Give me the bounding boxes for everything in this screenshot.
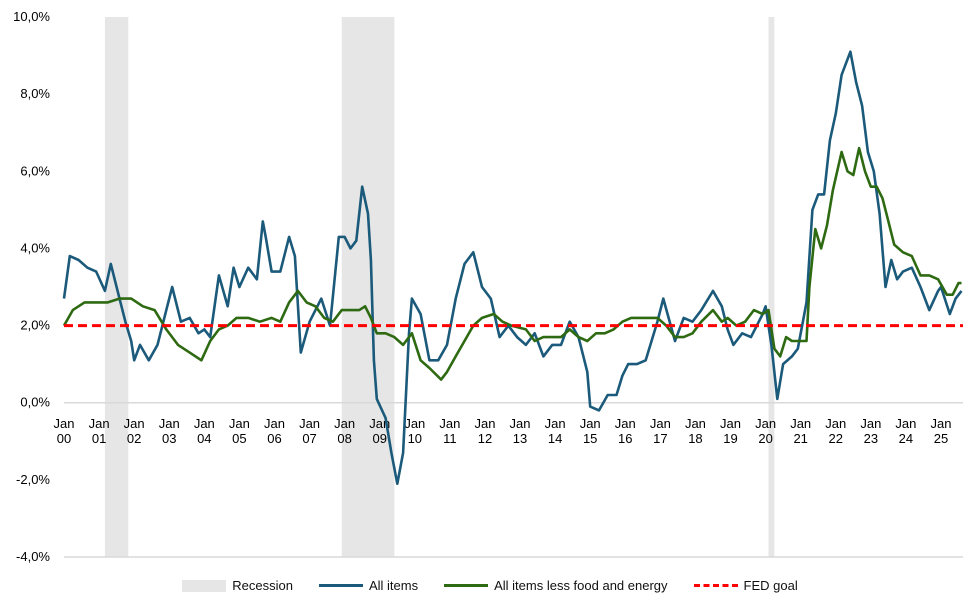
x-tick-label-month: Jan [299,416,320,431]
x-tick-label-year: 03 [162,431,176,446]
x-tick-label-year: 13 [513,431,527,446]
x-tick-label-year: 22 [829,431,843,446]
legend-recession-swatch [182,579,227,592]
x-tick-label-year: 10 [408,431,422,446]
legend-fed-goal: FED goal [693,578,798,593]
x-tick-label-month: Jan [860,416,881,431]
x-tick-label-month: Jan [124,416,145,431]
x-tick-label-year: 24 [899,431,913,446]
x-tick-label-month: Jan [89,416,110,431]
x-tick-label-month: Jan [159,416,180,431]
y-tick-label: 8,0% [20,86,50,101]
y-tick-label: 4,0% [20,240,50,255]
series-core-line [62,146,962,381]
x-tick-label-year: 00 [57,431,71,446]
x-tick-label-year: 25 [934,431,948,446]
x-tick-label-year: 15 [583,431,597,446]
x-tick-label-month: Jan [580,416,601,431]
legend-fed-goal-label: FED goal [743,578,798,593]
legend-core: All items less food and energy [444,578,668,593]
x-tick-label-year: 16 [618,431,632,446]
y-tick-label: -2,0% [16,472,50,487]
legend-all-items-label: All items [368,578,419,593]
x-tick-label-month: Jan [229,416,250,431]
x-tick-label-year: 04 [197,431,211,446]
x-tick-label-month: Jan [545,416,566,431]
x-tick-label-year: 17 [653,431,667,446]
recession-band [768,17,775,557]
x-tick-label-year: 23 [864,431,878,446]
legend-recession-label: Recession [232,578,293,593]
x-tick-label-month: Jan [685,416,706,431]
x-tick-label-year: 11 [443,431,457,446]
x-tick-label-year: 07 [302,431,316,446]
x-tick-label-month: Jan [895,416,916,431]
cpi-chart: -4,0% -2,0% 0,0% 2,0% 4,0% 6,0% 8,0% 10,0% Jan 00… [13,9,963,564]
x-tick-label-year: 08 [337,431,351,446]
chart-legend: Recession All items All items less food … [0,578,980,593]
legend-core-label: All items less food and energy [494,578,668,593]
x-tick-label-month: Jan [931,416,952,431]
x-tick-label-year: 09 [372,431,386,446]
y-tick-label: 10,0% [13,9,50,24]
x-tick-label-month: Jan [720,416,741,431]
x-tick-label-year: 01 [92,431,106,446]
legend-fed-goal-swatch [693,584,738,587]
legend-core-swatch [444,584,489,587]
x-tick-label-month: Jan [194,416,215,431]
y-tick-label: -4,0% [16,549,50,564]
legend-recession: Recession [182,578,293,593]
x-tick-label-year: 02 [127,431,141,446]
legend-all-items: All items [318,578,419,593]
x-tick-label-year: 21 [793,431,807,446]
x-tick-label-month: Jan [510,416,531,431]
y-tick-label: 2,0% [20,318,50,333]
x-tick-label-year: 12 [478,431,492,446]
x-tick-label-month: Jan [264,416,285,431]
x-tick-label-month: Jan [615,416,636,431]
x-tick-label-year: 05 [232,431,246,446]
x-tick-label-year: 06 [267,431,281,446]
y-tick-label: 0,0% [20,395,50,410]
x-tick-label-month: Jan [334,416,355,431]
x-tick-label-month: Jan [825,416,846,431]
x-tick-label-month: Jan [474,416,495,431]
y-tick-label: 6,0% [20,163,50,178]
x-tick-label-month: Jan [755,416,776,431]
x-tick-label-month: Jan [439,416,460,431]
x-tick-label-year: 20 [758,431,772,446]
x-tick-label-year: 14 [548,431,562,446]
x-tick-label-year: 18 [688,431,702,446]
recession-band [341,17,395,557]
x-tick-label-month: Jan [54,416,75,431]
series-all-items-line [62,50,963,485]
x-tick-label-year: 19 [723,431,737,446]
x-tick-label-month: Jan [404,416,425,431]
legend-all-items-swatch [318,584,363,587]
x-tick-label-month: Jan [790,416,811,431]
x-tick-label-month: Jan [650,416,671,431]
